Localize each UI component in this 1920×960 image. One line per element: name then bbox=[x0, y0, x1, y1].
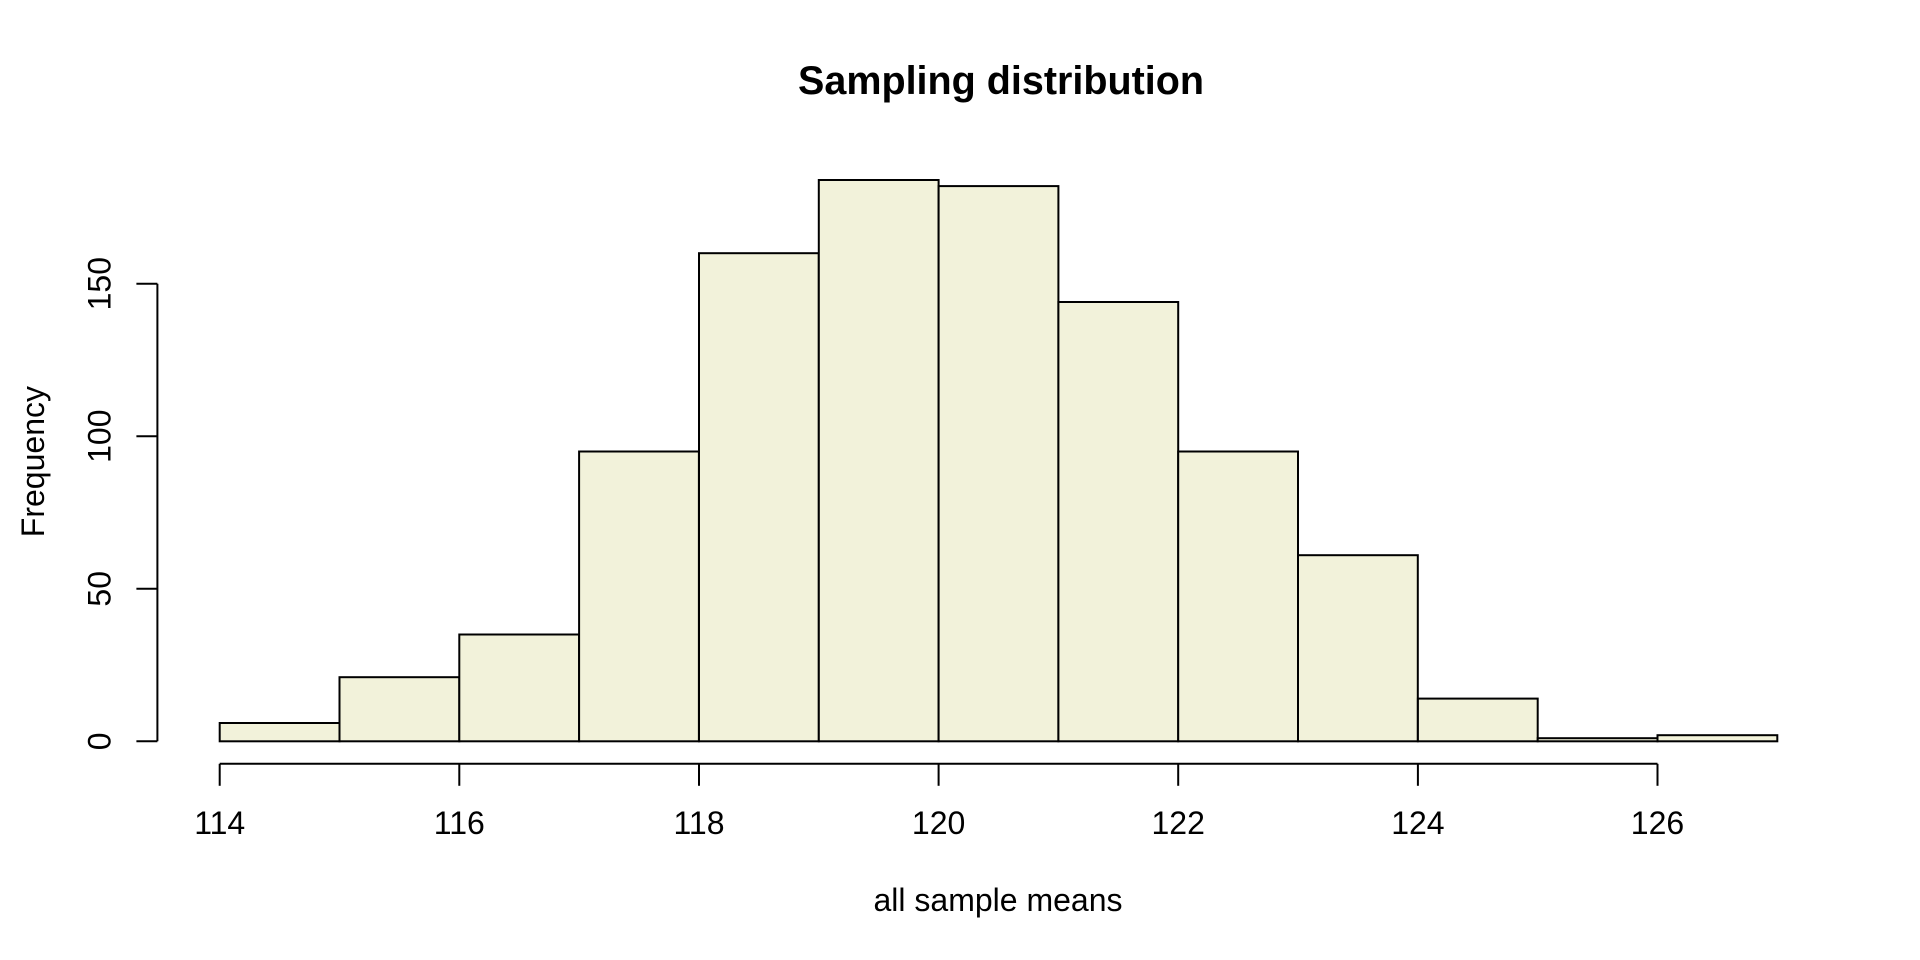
svg-text:150: 150 bbox=[82, 257, 118, 310]
svg-text:114: 114 bbox=[194, 805, 245, 841]
svg-text:Sampling distribution: Sampling distribution bbox=[798, 59, 1204, 103]
svg-text:50: 50 bbox=[82, 571, 118, 607]
svg-text:116: 116 bbox=[434, 805, 485, 841]
svg-text:120: 120 bbox=[912, 805, 965, 841]
svg-text:118: 118 bbox=[673, 805, 724, 841]
svg-text:122: 122 bbox=[1152, 805, 1205, 841]
svg-text:0: 0 bbox=[82, 732, 118, 750]
svg-text:Frequency: Frequency bbox=[15, 386, 51, 537]
svg-text:124: 124 bbox=[1391, 805, 1444, 841]
svg-text:100: 100 bbox=[82, 410, 118, 463]
svg-text:126: 126 bbox=[1631, 805, 1684, 841]
svg-text:all sample means: all sample means bbox=[874, 882, 1123, 918]
